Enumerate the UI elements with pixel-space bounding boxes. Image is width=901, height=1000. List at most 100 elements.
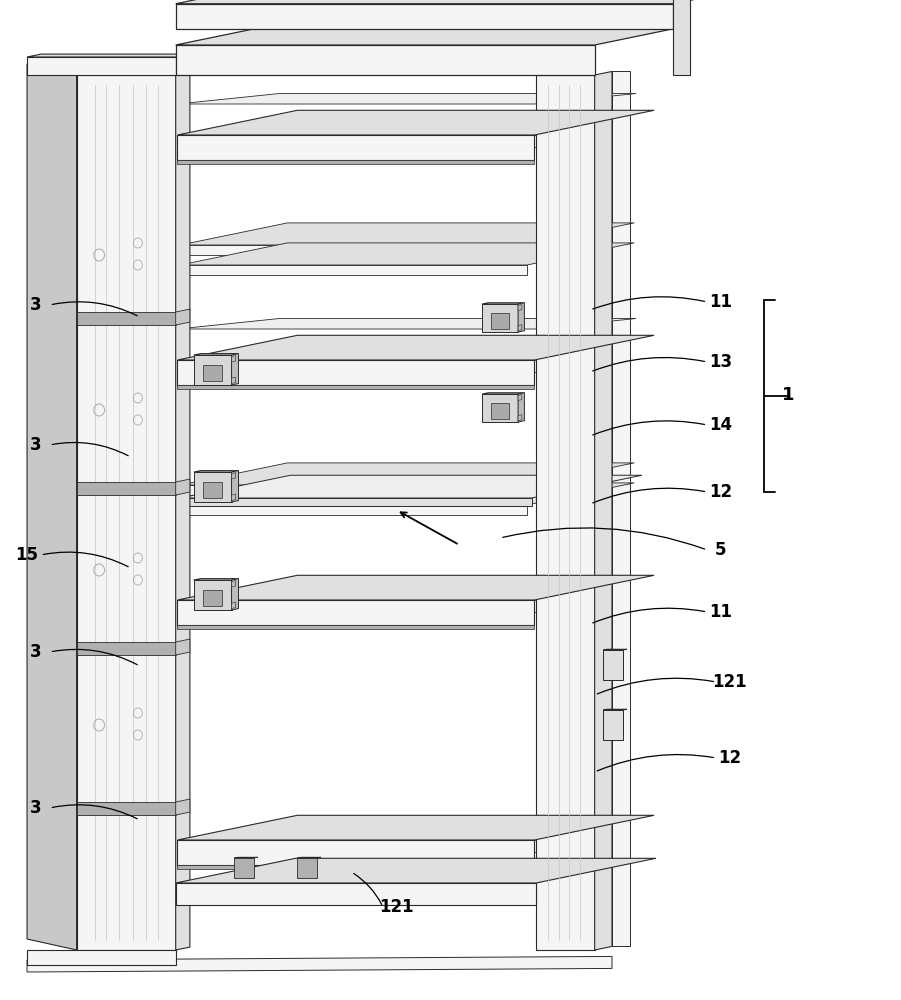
- Polygon shape: [77, 642, 176, 655]
- Polygon shape: [234, 858, 254, 878]
- Polygon shape: [180, 243, 634, 265]
- Polygon shape: [77, 312, 176, 325]
- Polygon shape: [180, 505, 527, 515]
- Polygon shape: [595, 71, 612, 950]
- Text: 11: 11: [709, 293, 733, 311]
- Polygon shape: [225, 360, 582, 372]
- Polygon shape: [232, 494, 236, 500]
- Polygon shape: [77, 802, 176, 815]
- Polygon shape: [176, 12, 674, 24]
- Polygon shape: [180, 475, 642, 498]
- Polygon shape: [518, 395, 522, 400]
- Polygon shape: [232, 377, 236, 384]
- Polygon shape: [77, 482, 176, 495]
- Polygon shape: [194, 355, 232, 385]
- Polygon shape: [180, 265, 527, 275]
- Polygon shape: [194, 472, 232, 502]
- Text: 12: 12: [718, 749, 742, 767]
- Polygon shape: [177, 135, 534, 160]
- Polygon shape: [518, 325, 522, 331]
- Polygon shape: [177, 625, 534, 629]
- Polygon shape: [204, 590, 222, 606]
- Polygon shape: [518, 415, 522, 421]
- Polygon shape: [232, 581, 236, 587]
- Text: 15: 15: [15, 546, 39, 564]
- Text: 121: 121: [713, 673, 747, 691]
- Text: 3: 3: [31, 296, 41, 314]
- Polygon shape: [232, 471, 239, 502]
- Polygon shape: [180, 498, 532, 506]
- Polygon shape: [77, 75, 176, 950]
- Polygon shape: [176, 29, 674, 45]
- Polygon shape: [225, 840, 582, 852]
- Polygon shape: [176, 639, 190, 655]
- Polygon shape: [27, 950, 176, 965]
- Text: 11: 11: [709, 603, 733, 621]
- Polygon shape: [180, 223, 634, 245]
- Polygon shape: [27, 61, 190, 75]
- Polygon shape: [232, 356, 236, 362]
- Polygon shape: [177, 160, 534, 164]
- Polygon shape: [482, 303, 524, 304]
- Polygon shape: [482, 304, 518, 332]
- Polygon shape: [27, 57, 176, 75]
- Polygon shape: [232, 473, 236, 479]
- Polygon shape: [491, 313, 509, 329]
- Polygon shape: [27, 54, 190, 57]
- Polygon shape: [177, 94, 636, 104]
- Polygon shape: [177, 335, 654, 360]
- Polygon shape: [176, 4, 674, 29]
- Polygon shape: [177, 319, 636, 329]
- Text: 3: 3: [31, 799, 41, 817]
- Polygon shape: [176, 799, 190, 815]
- Text: 121: 121: [379, 898, 414, 916]
- Polygon shape: [536, 75, 595, 950]
- Polygon shape: [180, 483, 634, 505]
- Polygon shape: [177, 110, 654, 135]
- Polygon shape: [297, 858, 317, 878]
- Polygon shape: [612, 71, 630, 946]
- Polygon shape: [482, 394, 518, 422]
- Polygon shape: [176, 858, 656, 883]
- Polygon shape: [225, 135, 582, 147]
- Text: 12: 12: [709, 483, 733, 501]
- Polygon shape: [604, 710, 623, 740]
- Polygon shape: [194, 354, 239, 355]
- Polygon shape: [176, 479, 190, 495]
- Polygon shape: [674, 0, 690, 75]
- Polygon shape: [176, 309, 190, 325]
- Text: 14: 14: [709, 416, 733, 434]
- Polygon shape: [176, 72, 190, 950]
- Text: 3: 3: [31, 436, 41, 454]
- Polygon shape: [180, 485, 527, 495]
- Polygon shape: [177, 600, 534, 625]
- Polygon shape: [232, 579, 239, 610]
- Polygon shape: [177, 385, 534, 389]
- Polygon shape: [27, 64, 77, 950]
- Polygon shape: [176, 45, 595, 75]
- Polygon shape: [177, 840, 534, 865]
- Polygon shape: [604, 650, 623, 680]
- Polygon shape: [518, 303, 524, 332]
- Polygon shape: [176, 883, 536, 905]
- Polygon shape: [232, 354, 239, 385]
- Polygon shape: [194, 579, 239, 580]
- Polygon shape: [177, 865, 534, 869]
- Polygon shape: [177, 360, 534, 385]
- Polygon shape: [27, 956, 612, 972]
- Polygon shape: [232, 602, 236, 608]
- Text: 13: 13: [709, 353, 733, 371]
- Polygon shape: [204, 365, 222, 381]
- Polygon shape: [177, 575, 654, 600]
- Polygon shape: [180, 463, 634, 485]
- Polygon shape: [491, 403, 509, 419]
- Polygon shape: [225, 600, 582, 612]
- Polygon shape: [177, 815, 654, 840]
- Polygon shape: [204, 482, 222, 498]
- Polygon shape: [518, 305, 522, 310]
- Text: 3: 3: [31, 643, 41, 661]
- Text: 5: 5: [715, 541, 726, 559]
- Polygon shape: [194, 580, 232, 610]
- Polygon shape: [176, 0, 762, 4]
- Polygon shape: [518, 393, 524, 422]
